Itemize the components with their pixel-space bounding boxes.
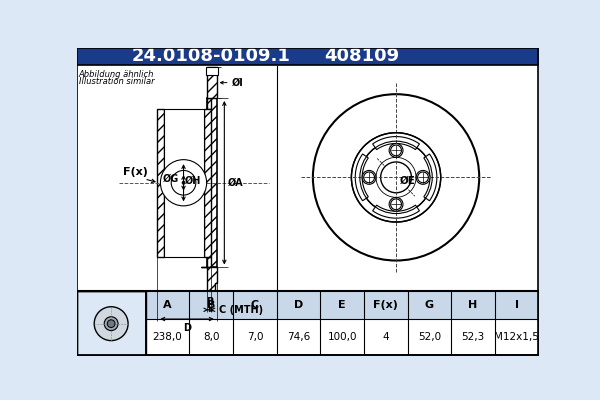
Circle shape <box>352 133 441 222</box>
Bar <box>164 109 203 257</box>
Circle shape <box>364 172 374 183</box>
Bar <box>203 109 211 257</box>
Text: ØH: ØH <box>185 176 202 186</box>
Text: G: G <box>425 300 434 310</box>
Bar <box>208 67 217 98</box>
Circle shape <box>416 170 430 184</box>
Circle shape <box>171 170 196 195</box>
Circle shape <box>360 141 432 214</box>
Bar <box>164 110 203 256</box>
Text: D: D <box>294 300 303 310</box>
Text: Illustration similar: Illustration similar <box>79 77 154 86</box>
Text: ØA: ØA <box>228 178 244 188</box>
Text: 52,0: 52,0 <box>418 332 441 342</box>
Text: M12x1,5: M12x1,5 <box>494 332 539 342</box>
Bar <box>157 109 164 257</box>
Text: I: I <box>515 300 518 310</box>
Text: F(x): F(x) <box>123 166 148 176</box>
Circle shape <box>418 172 428 183</box>
Text: Abbildung ähnlich: Abbildung ähnlich <box>79 70 154 78</box>
Circle shape <box>391 145 401 156</box>
Circle shape <box>391 199 401 210</box>
Polygon shape <box>373 205 419 218</box>
Text: C (MTH): C (MTH) <box>219 305 263 315</box>
Text: ØI: ØI <box>232 78 244 88</box>
Text: 74,6: 74,6 <box>287 332 310 342</box>
Text: ØE: ØE <box>400 176 416 186</box>
Bar <box>77 48 539 65</box>
Circle shape <box>107 320 115 328</box>
Text: A: A <box>163 300 172 310</box>
Bar <box>208 98 217 268</box>
Circle shape <box>94 307 128 341</box>
Bar <box>77 290 146 355</box>
Text: F(x): F(x) <box>373 300 398 310</box>
Bar <box>208 257 211 268</box>
Text: H: H <box>469 300 478 310</box>
Bar <box>77 65 538 290</box>
Bar <box>206 67 218 75</box>
Bar <box>146 290 539 319</box>
Text: 52,3: 52,3 <box>461 332 485 342</box>
Polygon shape <box>201 268 217 302</box>
Text: 238,0: 238,0 <box>153 332 182 342</box>
Text: E: E <box>338 300 346 310</box>
Text: D: D <box>183 323 191 333</box>
Text: C: C <box>251 300 259 310</box>
Polygon shape <box>373 136 419 150</box>
Text: B: B <box>207 300 215 310</box>
Polygon shape <box>424 154 437 201</box>
Bar <box>77 290 146 355</box>
Text: ØG: ØG <box>163 174 179 184</box>
Text: 4: 4 <box>382 332 389 342</box>
Circle shape <box>362 170 376 184</box>
Text: 408109: 408109 <box>324 48 399 66</box>
Text: 8,0: 8,0 <box>203 332 220 342</box>
Text: 24.0108-0109.1: 24.0108-0109.1 <box>132 48 290 66</box>
Bar <box>146 319 539 355</box>
Circle shape <box>313 94 479 260</box>
Text: 7,0: 7,0 <box>247 332 263 342</box>
Text: 100,0: 100,0 <box>328 332 357 342</box>
Bar <box>208 98 211 109</box>
Polygon shape <box>355 154 368 201</box>
Circle shape <box>160 160 206 206</box>
Circle shape <box>389 197 403 211</box>
Circle shape <box>380 162 412 193</box>
Bar <box>146 290 539 355</box>
Circle shape <box>389 144 403 157</box>
Text: B: B <box>206 298 213 308</box>
Circle shape <box>104 317 118 330</box>
Circle shape <box>182 181 185 184</box>
